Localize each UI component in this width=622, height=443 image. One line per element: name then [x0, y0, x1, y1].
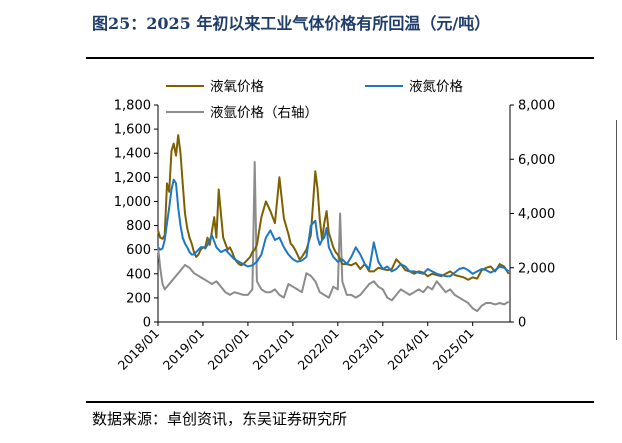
- legend-label: 液氮价格: [409, 79, 463, 95]
- y-right-tick-label: 6,000: [518, 153, 555, 168]
- y-left-tick-label: 600: [126, 243, 151, 258]
- x-tick-label: 2023/01: [340, 326, 387, 373]
- y-right-tick-label: 0: [518, 316, 526, 331]
- x-tick-label: 2021/01: [250, 326, 297, 373]
- legend-label: 液氩价格（右轴）: [210, 105, 318, 121]
- y-left-tick-label: 1,600: [114, 123, 151, 138]
- top-rule: [86, 57, 594, 59]
- y-right-tick-label: 8,000: [518, 99, 555, 114]
- series-line: [157, 161, 510, 313]
- source-note: 数据来源：卓创资讯，东吴证券研究所: [92, 410, 348, 428]
- legend-label: 液氧价格: [210, 79, 264, 95]
- x-tick-label: 2024/01: [385, 326, 432, 373]
- series-line: [157, 134, 510, 281]
- x-tick-label: 2018/01: [115, 326, 162, 373]
- series-line: [157, 178, 510, 278]
- y-left-tick-label: 1,000: [114, 195, 151, 210]
- y-left-tick-label: 0: [143, 316, 151, 331]
- x-tick-label: 2022/01: [295, 326, 342, 373]
- y-left-tick-label: 1,200: [114, 171, 151, 186]
- chart-title: 图25：2025 年初以来工业气体价格有所回温（元/吨）: [92, 14, 491, 33]
- y-left-tick-label: 1,800: [114, 99, 151, 114]
- bottom-rule: [86, 401, 594, 403]
- y-left-tick-label: 1,400: [114, 147, 151, 162]
- y-left-tick-label: 400: [126, 267, 151, 282]
- x-tick-label: 2025/01: [429, 326, 476, 373]
- y-right-tick-label: 2,000: [518, 261, 555, 276]
- x-tick-label: 2020/01: [205, 326, 252, 373]
- adjacent-panel-edge: [616, 120, 617, 340]
- chart-axes: 02004006008001,0001,2001,4001,6001,80002…: [114, 99, 555, 373]
- chart-series: [157, 134, 510, 313]
- y-left-tick-label: 800: [126, 219, 151, 234]
- y-right-tick-label: 4,000: [518, 207, 555, 222]
- y-left-tick-label: 200: [126, 291, 151, 306]
- x-tick-label: 2019/01: [160, 326, 207, 373]
